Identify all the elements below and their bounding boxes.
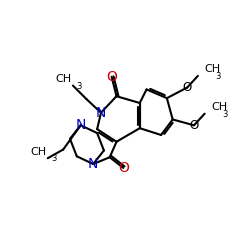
Text: 3: 3 — [222, 110, 228, 119]
Text: N: N — [88, 157, 99, 171]
Text: O: O — [182, 81, 192, 94]
Text: 3: 3 — [76, 82, 82, 91]
Text: O: O — [118, 161, 129, 175]
Text: O: O — [106, 70, 117, 84]
Text: CH: CH — [30, 147, 47, 157]
Text: CH: CH — [205, 64, 221, 74]
Text: 3: 3 — [215, 72, 221, 81]
Text: CH: CH — [56, 74, 72, 84]
Text: 3: 3 — [51, 154, 57, 164]
Text: O: O — [190, 119, 198, 132]
Text: CH: CH — [212, 102, 228, 112]
Text: N: N — [96, 106, 106, 120]
Text: N: N — [76, 118, 86, 132]
